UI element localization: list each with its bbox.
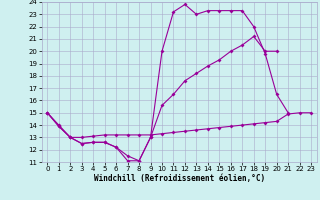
- X-axis label: Windchill (Refroidissement éolien,°C): Windchill (Refroidissement éolien,°C): [94, 174, 265, 183]
